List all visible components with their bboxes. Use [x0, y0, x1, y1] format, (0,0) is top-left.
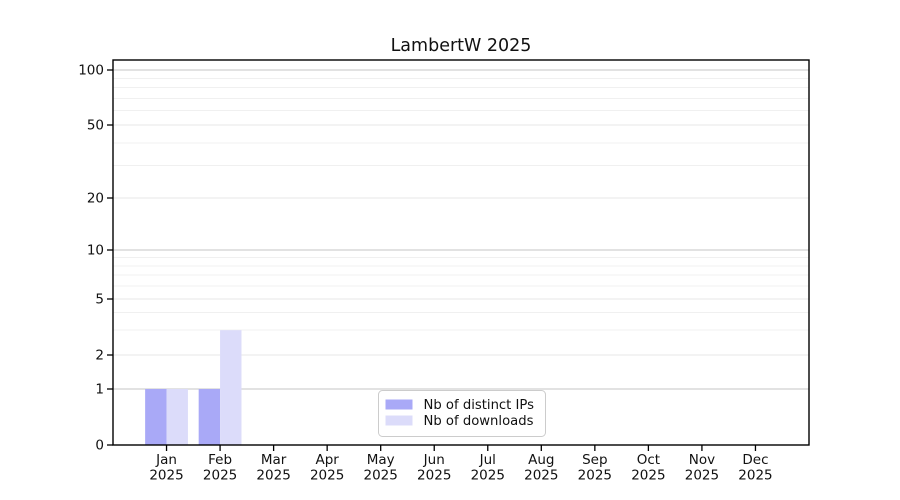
axes-box [112, 59, 810, 446]
y-tick-label: 20 [87, 191, 104, 207]
x-tick-label-month: Feb [208, 452, 232, 468]
legend-swatch-distinct-ips [385, 399, 413, 410]
x-tick-label-month: May [367, 452, 395, 468]
x-tick-label-year: 2025 [738, 468, 772, 484]
x-tick-label-year: 2025 [524, 468, 558, 484]
bar-nb-of-downloads-jan-2025 [166, 389, 188, 445]
x-tick-labels: Jan2025Feb2025Mar2025Apr2025May2025Jun20… [149, 452, 772, 484]
x-tick-label-year: 2025 [364, 468, 398, 484]
x-tick-label-month: Jun [423, 452, 445, 468]
bars [145, 330, 242, 445]
x-tick-label-month: Apr [315, 452, 339, 468]
legend-swatch-downloads [385, 415, 413, 426]
y-tick-label: 5 [95, 292, 104, 308]
chart-title: LambertW 2025 [391, 36, 532, 56]
y-tick-labels: 0 1 2 5 10 20 50 100 [78, 63, 104, 454]
x-tick-label-year: 2025 [203, 468, 237, 484]
bar-nb-of-distinct-ips-jan-2025 [145, 389, 167, 445]
y-tick-label: 100 [78, 63, 104, 79]
x-tick-label-year: 2025 [310, 468, 344, 484]
x-tick-label-month: Jan [155, 452, 177, 468]
y-tick-label: 0 [95, 438, 104, 454]
y-tick-label: 50 [87, 118, 104, 134]
legend-box [378, 390, 546, 437]
x-tick-label-year: 2025 [417, 468, 451, 484]
x-tick-label-month: Aug [528, 452, 554, 468]
x-tick-label-month: Sep [582, 452, 607, 468]
x-tick-label-year: 2025 [149, 468, 183, 484]
y-tick-label: 1 [95, 382, 104, 398]
x-tick-label-year: 2025 [578, 468, 612, 484]
x-tick-label-year: 2025 [471, 468, 505, 484]
y-tick-label: 2 [95, 348, 104, 364]
x-tick-label-month: Jul [479, 452, 496, 468]
x-tick-label-month: Mar [261, 452, 287, 468]
major-gridlines [113, 69, 809, 390]
legend-label: Nb of distinct IPs [424, 398, 535, 413]
x-tick-label-year: 2025 [631, 468, 665, 484]
x-tick-label-year: 2025 [256, 468, 290, 484]
x-tick-label-month: Oct [637, 452, 660, 468]
x-tick-label-month: Nov [689, 452, 715, 468]
plot-border [112, 59, 810, 446]
bar-nb-of-downloads-feb-2025 [220, 330, 242, 445]
tick-marks [107, 69, 757, 451]
bar-nb-of-distinct-ips-feb-2025 [198, 389, 221, 445]
x-tick-label-month: Dec [742, 452, 768, 468]
x-tick-label-year: 2025 [685, 468, 719, 484]
minor-gridlines [113, 77, 809, 331]
y-tick-label: 10 [87, 243, 104, 259]
legend-label: Nb of downloads [424, 414, 534, 429]
